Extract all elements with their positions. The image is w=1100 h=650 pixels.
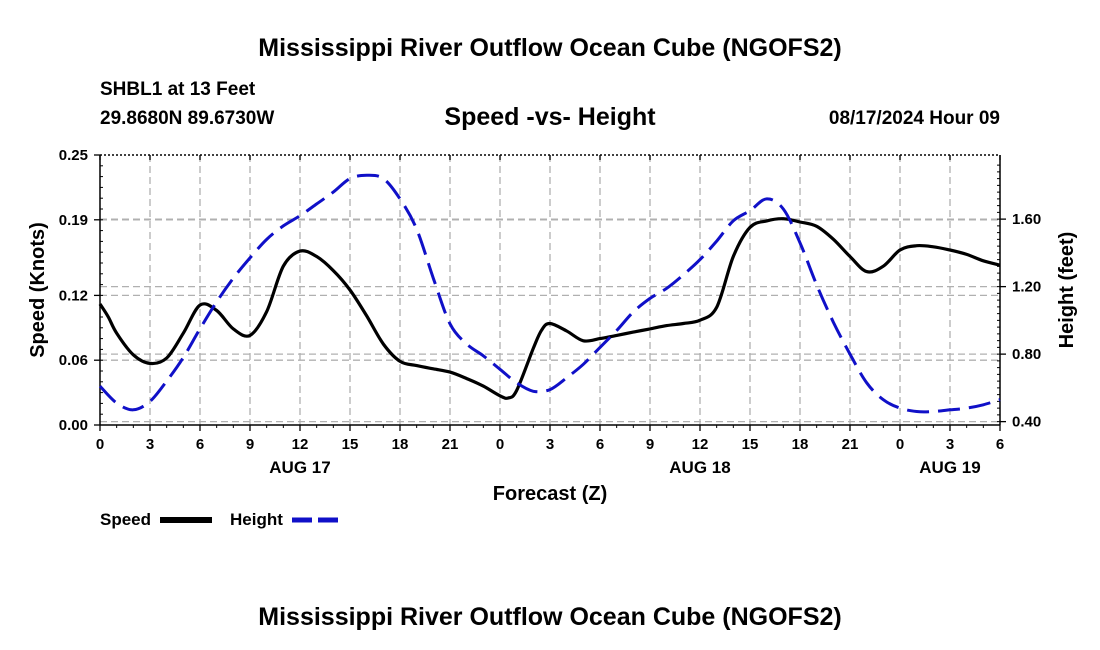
y-tick-label-left: 0.12 <box>59 287 88 304</box>
x-tick-label: 21 <box>842 436 859 453</box>
x-tick-label: 3 <box>546 436 554 453</box>
series-layer <box>98 173 1001 414</box>
x-axis-label: Forecast (Z) <box>493 483 607 505</box>
x-tick-label: 15 <box>742 436 759 453</box>
x-tick-label: 18 <box>392 436 409 453</box>
series-speed-line <box>98 217 1001 400</box>
x-tick-label: 6 <box>196 436 204 453</box>
legend: Speed Height <box>100 510 344 529</box>
y-tick-label-right: 1.20 <box>1012 279 1041 296</box>
y-tick-label-left: 0.06 <box>59 352 88 369</box>
x-tick-label: 15 <box>342 436 359 453</box>
x-tick-label: 9 <box>246 436 254 453</box>
x-tick-label: 18 <box>792 436 809 453</box>
y-tick-label-left: 0.25 <box>59 147 88 164</box>
x-tick-label: 6 <box>596 436 604 453</box>
location-label: 29.8680N 89.6730W <box>100 108 274 129</box>
y-tick-label-right: 0.80 <box>1012 346 1041 363</box>
x-tick-label: 3 <box>946 436 954 453</box>
axes: 0 3 6 9 12 15 18 21 0 3 6 9 12 15 18 21 0 3 6 AUG 17 AUG 18 A… <box>59 147 1041 477</box>
y-tick-label-right: 0.40 <box>1012 414 1041 431</box>
x-date-label: AUG 18 <box>669 458 730 477</box>
legend-height-label: Height <box>230 510 283 529</box>
x-tick-label: 9 <box>646 436 654 453</box>
y-tick-label-right: 1.60 <box>1012 211 1041 228</box>
station-label: SHBL1 at 13 Feet <box>100 79 256 100</box>
x-tick-label: 3 <box>146 436 154 453</box>
footer-title: Mississippi River Outflow Ocean Cube (NG… <box>258 603 841 631</box>
x-tick-label: 6 <box>996 436 1004 453</box>
legend-speed-label: Speed <box>100 510 151 529</box>
y-axis-label-left: Speed (Knots) <box>27 222 49 358</box>
series-height-line <box>98 173 1001 414</box>
x-tick-label: 12 <box>292 436 309 453</box>
x-tick-label: 0 <box>896 436 904 453</box>
x-date-label: AUG 17 <box>269 458 330 477</box>
x-tick-label: 0 <box>96 436 104 453</box>
chart-subtitle: Speed -vs- Height <box>444 103 656 131</box>
y-tick-label-left: 0.19 <box>59 212 88 229</box>
x-tick-label: 21 <box>442 436 459 453</box>
x-tick-label: 12 <box>692 436 709 453</box>
y-tick-label-left: 0.00 <box>59 417 88 434</box>
y-axis-label-right: Height (feet) <box>1056 232 1078 349</box>
chart-title: Mississippi River Outflow Ocean Cube (NG… <box>258 34 841 62</box>
datetime-label: 08/17/2024 Hour 09 <box>829 108 1000 129</box>
x-date-label: AUG 19 <box>919 458 980 477</box>
x-tick-label: 0 <box>496 436 504 453</box>
grid <box>100 155 1000 425</box>
